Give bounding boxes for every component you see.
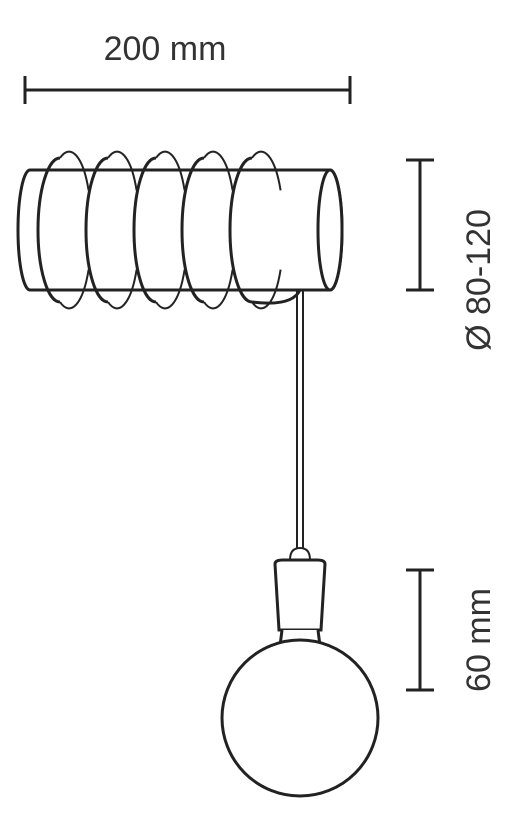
bulb xyxy=(222,640,378,796)
diameter-label: Ø 80-120 xyxy=(460,209,498,351)
cord xyxy=(297,290,303,570)
technical-drawing: 200 mm Ø 80-120 60 mm xyxy=(0,0,516,827)
lamp-socket-bulb xyxy=(222,548,378,796)
socket-height-label: 60 mm xyxy=(460,588,498,692)
width-label: 200 mm xyxy=(104,30,227,68)
cylinder-body xyxy=(18,170,342,290)
